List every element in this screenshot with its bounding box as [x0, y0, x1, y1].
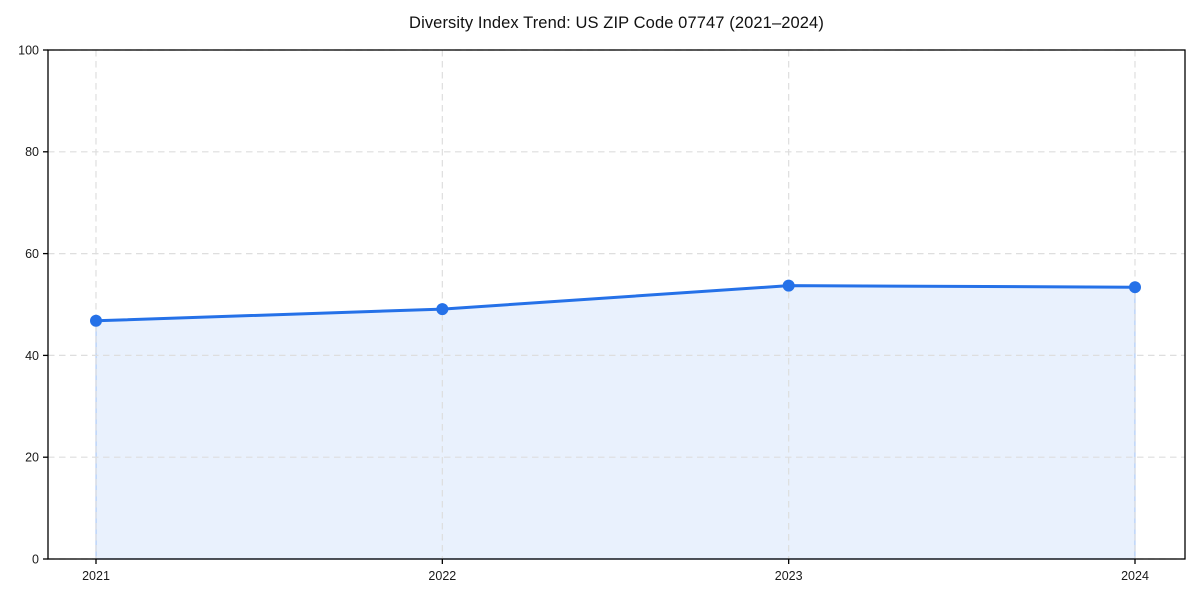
y-tick-label: 20 — [25, 451, 39, 465]
data-point-marker-2022 — [436, 303, 449, 316]
chart-title: Diversity Index Trend: US ZIP Code 07747… — [409, 14, 824, 32]
x-tick-label: 2024 — [1121, 569, 1149, 583]
x-tick-label: 2022 — [428, 569, 456, 583]
data-point-marker-2023 — [782, 279, 795, 292]
y-tick-label: 40 — [25, 349, 39, 363]
data-point-marker-2021 — [90, 314, 102, 327]
data-point-marker-2024 — [1129, 281, 1141, 294]
x-tick-label: 2021 — [82, 569, 110, 583]
y-tick-label: 100 — [18, 43, 39, 57]
y-tick-label: 80 — [25, 145, 39, 159]
y-tick-label: 60 — [25, 247, 39, 261]
axes-frame — [47, 49, 1186, 560]
y-tick-label: 0 — [32, 552, 39, 566]
x-tick-label: 2023 — [775, 569, 803, 583]
trend-line — [94, 284, 1137, 323]
area-fill — [95, 284, 1136, 560]
